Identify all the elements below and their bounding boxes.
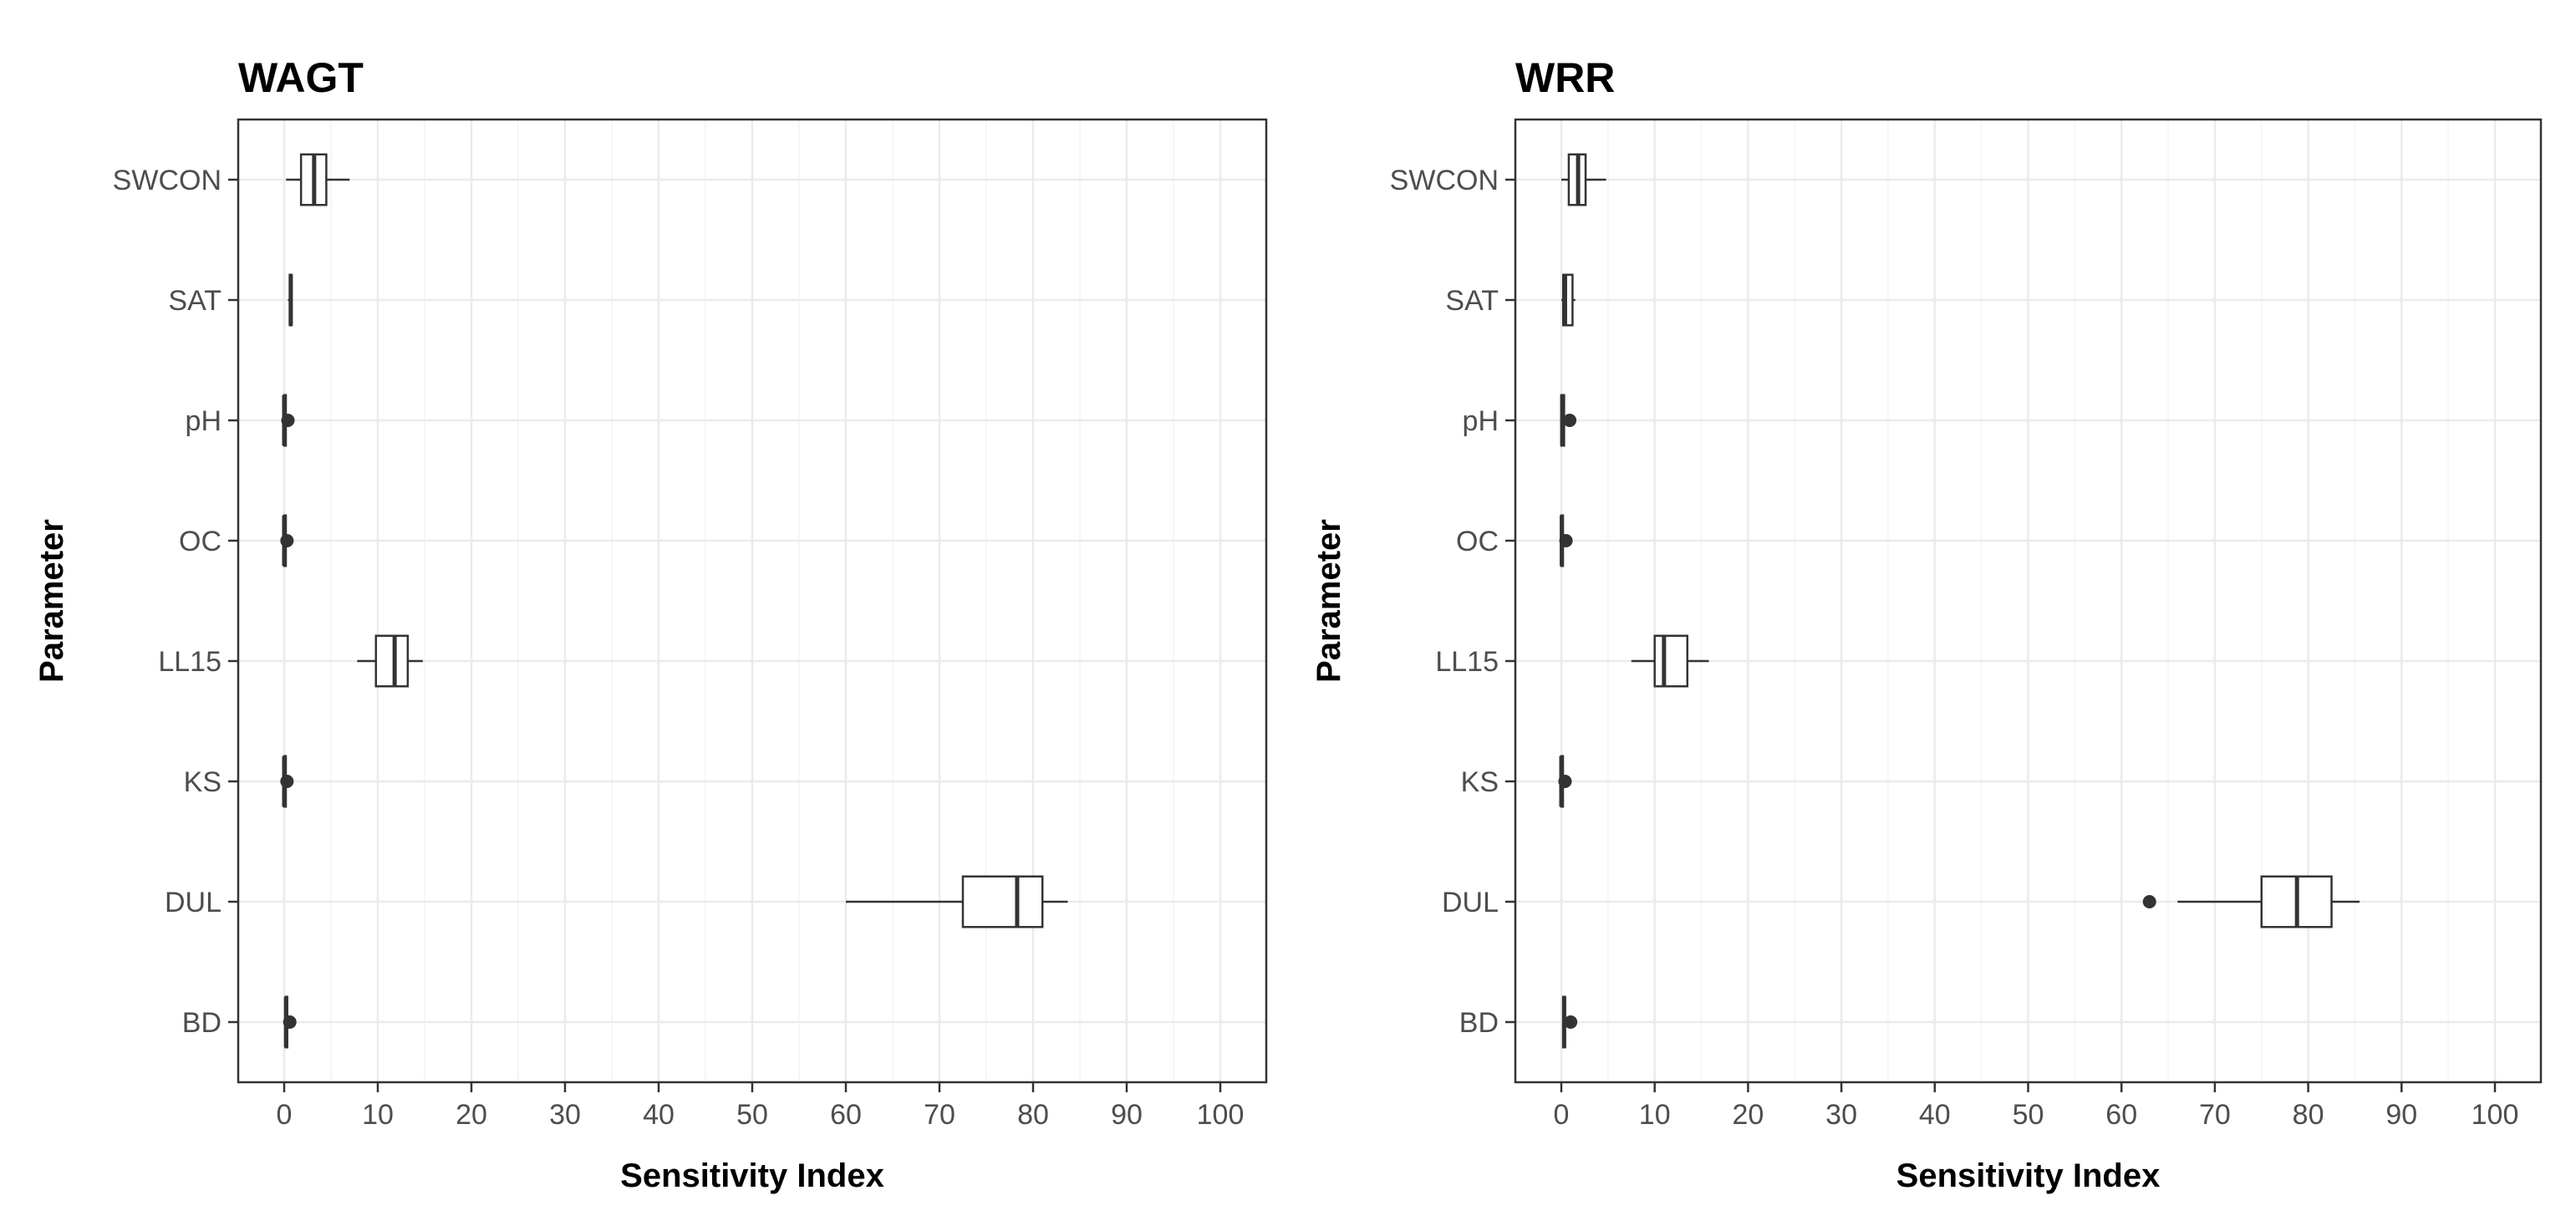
- x-tick-label: 90: [2385, 1099, 2417, 1131]
- box-bd: [283, 995, 297, 1049]
- x-tick-label: 50: [736, 1099, 768, 1131]
- box-iqr: [961, 875, 1044, 928]
- outlier-point: [2142, 895, 2156, 908]
- y-tick-label: SAT: [1445, 285, 1499, 317]
- y-tick-label: SAT: [168, 285, 221, 317]
- box-oc: [1559, 514, 1573, 567]
- box-ks: [280, 755, 294, 808]
- outlier-point: [1559, 534, 1573, 547]
- x-tick-label: 10: [1639, 1099, 1671, 1131]
- box-ll15: [357, 634, 423, 688]
- x-tick-label: 0: [1554, 1099, 1570, 1131]
- x-tick-label: 80: [1017, 1099, 1049, 1131]
- y-tick-label: DUL: [165, 887, 221, 918]
- y-tick-label: SWCON: [1390, 165, 1499, 196]
- x-tick-label: 100: [1197, 1099, 1245, 1131]
- box-ll15: [1631, 634, 1709, 688]
- outlier-point: [281, 414, 295, 427]
- y-tick-label: pH: [186, 405, 221, 437]
- y-tick-label: BD: [182, 1007, 221, 1039]
- y-tick-label: pH: [1463, 405, 1499, 437]
- outlier-point: [1558, 775, 1572, 788]
- box-sat: [288, 273, 293, 327]
- x-tick-label: 50: [2013, 1099, 2044, 1131]
- y-tick-label: SWCON: [113, 165, 221, 196]
- box-ks: [1558, 755, 1572, 808]
- x-tick-label: 60: [2105, 1099, 2137, 1131]
- x-tick-label: 100: [2472, 1099, 2519, 1131]
- x-tick-label: 20: [1732, 1099, 1764, 1131]
- y-tick-label: OC: [179, 526, 221, 557]
- outlier-point: [280, 534, 294, 547]
- chart-title: WAGT: [238, 54, 364, 101]
- box-ph: [1560, 394, 1577, 447]
- box-iqr: [374, 634, 410, 688]
- x-tick-label: 30: [549, 1099, 581, 1131]
- box-swcon: [286, 153, 350, 206]
- outlier-point: [1564, 1015, 1578, 1029]
- outlier-point: [1563, 414, 1577, 427]
- y-tick-label: DUL: [1442, 887, 1499, 918]
- box-swcon: [1561, 153, 1606, 206]
- y-tick-label: BD: [1459, 1007, 1499, 1039]
- x-tick-label: 20: [456, 1099, 487, 1131]
- x-tick-label: 70: [924, 1099, 955, 1131]
- x-tick-label: 30: [1825, 1099, 1857, 1131]
- chart-panel-wagt: 0 10 20 30 40 50 60 70 80 90 100 SWCON SAT pH OC LL15 KS…: [33, 54, 1268, 1194]
- y-tick-label: KS: [1461, 766, 1499, 798]
- y-tick-label: LL15: [158, 646, 221, 678]
- x-tick-label: 40: [1919, 1099, 1951, 1131]
- outlier-point: [280, 775, 294, 788]
- x-tick-label: 70: [2199, 1099, 2231, 1131]
- x-axis-label: Sensitivity Index: [1896, 1157, 2161, 1194]
- y-tick-label: OC: [1456, 526, 1499, 557]
- box-iqr: [1653, 634, 1689, 688]
- box-ph: [281, 394, 295, 447]
- x-axis-label: Sensitivity Index: [620, 1157, 884, 1194]
- x-tick-label: 10: [362, 1099, 394, 1131]
- box-sat: [1561, 273, 1576, 327]
- outlier-point: [283, 1015, 297, 1029]
- chart-panel-wrr: 0 10 20 30 40 50 60 70 80 90 100 SWCON SAT pH OC LL15 KS…: [1311, 54, 2543, 1194]
- x-tick-label: 80: [2293, 1099, 2324, 1131]
- y-tick-label: LL15: [1435, 646, 1499, 678]
- x-tick-label: 40: [643, 1099, 675, 1131]
- y-tick-label: KS: [184, 766, 221, 798]
- y-axis-label: Parameter: [1311, 519, 1347, 683]
- x-tick-label: 60: [830, 1099, 862, 1131]
- y-axis-label: Parameter: [33, 519, 70, 683]
- box-dul: [2142, 875, 2360, 928]
- box-dul: [846, 875, 1068, 928]
- box-oc: [280, 514, 294, 567]
- x-tick-label: 0: [277, 1099, 293, 1131]
- chart-title: WRR: [1515, 54, 1615, 101]
- box-bd: [1561, 995, 1578, 1049]
- x-tick-label: 90: [1111, 1099, 1143, 1131]
